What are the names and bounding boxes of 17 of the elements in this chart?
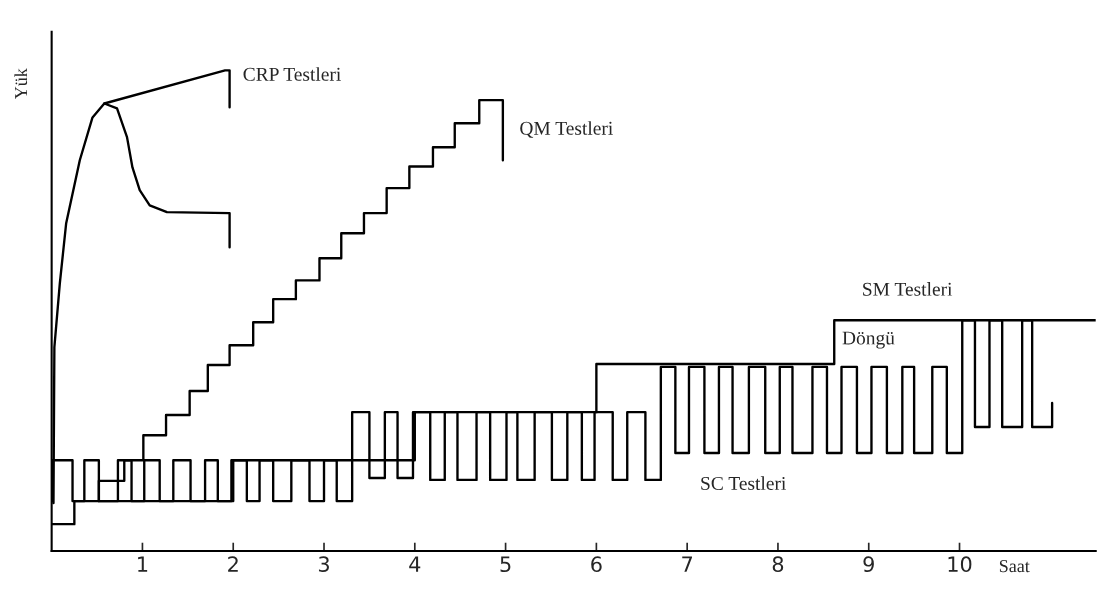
annotation: CRP Testleri — [243, 67, 341, 81]
x-tick-label: 7 — [682, 556, 693, 572]
y-axis-title: Yük — [14, 68, 28, 100]
x-tick-label: 4 — [409, 556, 421, 572]
x-tick-label: 8 — [772, 556, 784, 573]
annotation: SC Testleri — [701, 476, 786, 490]
annotation: SM Testleri — [863, 282, 953, 296]
x-tick-label: 10 — [948, 556, 972, 573]
x-axis-title: Saat — [999, 560, 1030, 573]
x-tick-label: 3 — [318, 556, 329, 573]
x-tick-label: 1 — [138, 556, 148, 572]
annotation: QM Testleri — [520, 121, 613, 138]
x-tick-label: 5 — [500, 556, 511, 573]
annotation: Döngü — [842, 331, 895, 349]
x-tick-label: 9 — [863, 556, 874, 573]
x-tick-label: 6 — [591, 556, 602, 573]
x-tick-label: 2 — [228, 556, 238, 572]
